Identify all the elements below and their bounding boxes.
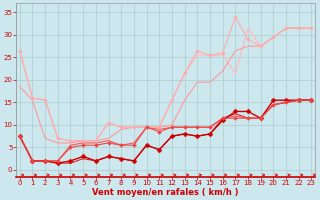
X-axis label: Vent moyen/en rafales ( km/h ): Vent moyen/en rafales ( km/h ) xyxy=(92,188,239,197)
